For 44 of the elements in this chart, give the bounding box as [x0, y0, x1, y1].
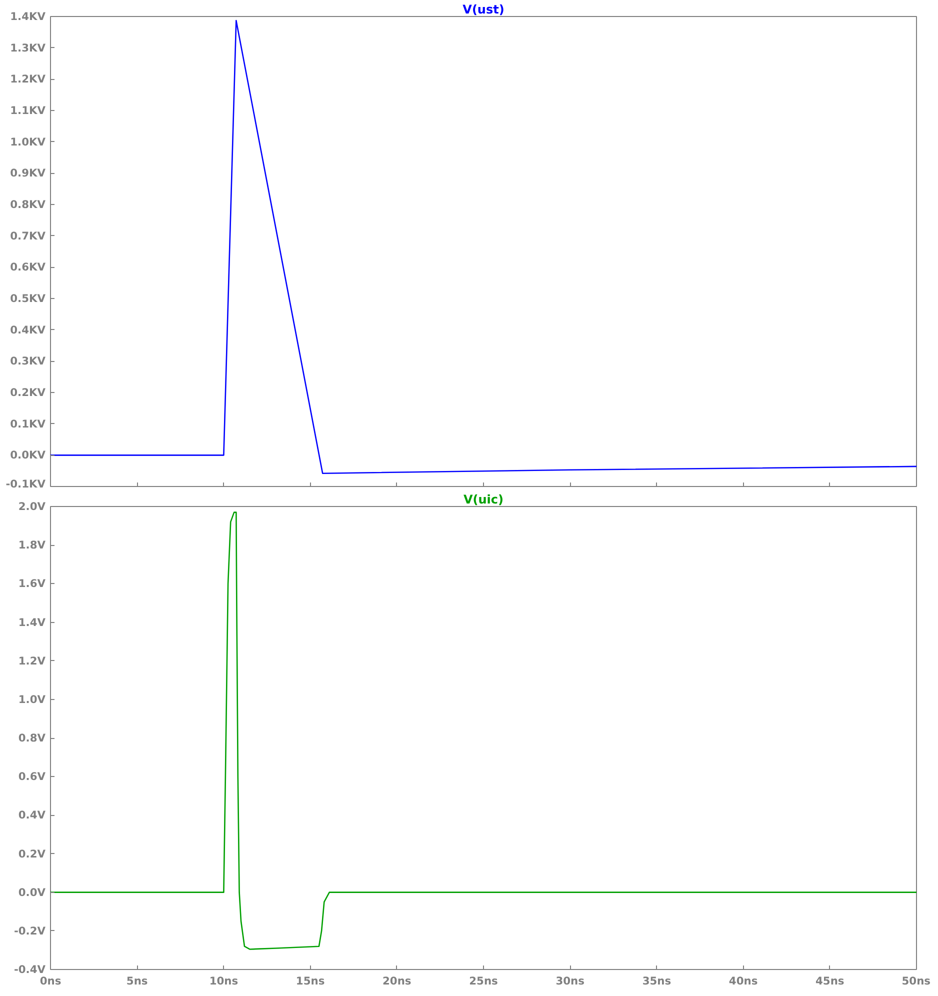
- x-tick-label: 5ns: [126, 974, 148, 988]
- x-tick-label: 40ns: [728, 974, 758, 988]
- y-tick-label: 1.1KV: [10, 104, 46, 117]
- y-tick-label: 0.0V: [18, 886, 46, 899]
- y-tick-label: 0.5KV: [10, 292, 46, 305]
- chart-title: V(ust): [462, 2, 504, 16]
- y-tick-label: 0.2KV: [10, 386, 46, 399]
- x-tick-label: 35ns: [642, 974, 672, 988]
- x-tick-label: 0ns: [40, 974, 62, 988]
- y-tick-label: 0.8V: [18, 732, 46, 744]
- y-tick-label: 1.4KV: [10, 10, 46, 23]
- x-tick-label: 15ns: [296, 974, 325, 988]
- y-tick-label: -0.4V: [14, 963, 46, 976]
- x-tick-label: 30ns: [556, 974, 584, 988]
- y-tick-label: 2.0V: [18, 500, 46, 513]
- y-tick-label: 0.6V: [18, 770, 46, 784]
- line-series: [50, 512, 916, 950]
- y-tick-label: 0.0KV: [10, 448, 46, 462]
- x-tick-label: 20ns: [382, 974, 412, 988]
- y-tick-label: 0.1KV: [10, 417, 46, 430]
- y-tick-label: 1.0KV: [10, 135, 46, 148]
- y-tick-label: 0.2V: [18, 847, 46, 860]
- chart-title: V(uic): [463, 492, 504, 506]
- y-tick-label: -0.2V: [14, 924, 46, 938]
- x-tick-label: 25ns: [469, 974, 498, 988]
- line-series: [50, 20, 916, 474]
- y-tick-label: 1.8V: [18, 538, 46, 552]
- y-tick-label: 0.4V: [18, 808, 46, 822]
- y-tick-label: 0.4KV: [10, 323, 46, 336]
- y-tick-label: 0.9KV: [10, 166, 46, 180]
- y-tick-label: 1.4V: [18, 616, 46, 629]
- y-tick-label: 0.6KV: [10, 260, 46, 274]
- y-tick-label: 1.0V: [18, 692, 46, 706]
- y-tick-label: 0.3KV: [10, 354, 46, 368]
- y-tick-label: -0.1KV: [6, 478, 46, 490]
- x-tick-label: 10ns: [209, 974, 238, 988]
- y-tick-label: 1.3KV: [10, 41, 46, 54]
- y-tick-label: 1.2KV: [10, 72, 46, 86]
- x-tick-label: 45ns: [816, 974, 844, 988]
- y-tick-label: 1.6V: [18, 577, 46, 590]
- x-tick-label: 50ns: [902, 974, 931, 988]
- y-tick-label: 0.8KV: [10, 198, 46, 211]
- y-tick-label: 1.2V: [18, 654, 46, 668]
- y-tick-label: 0.7KV: [10, 229, 46, 242]
